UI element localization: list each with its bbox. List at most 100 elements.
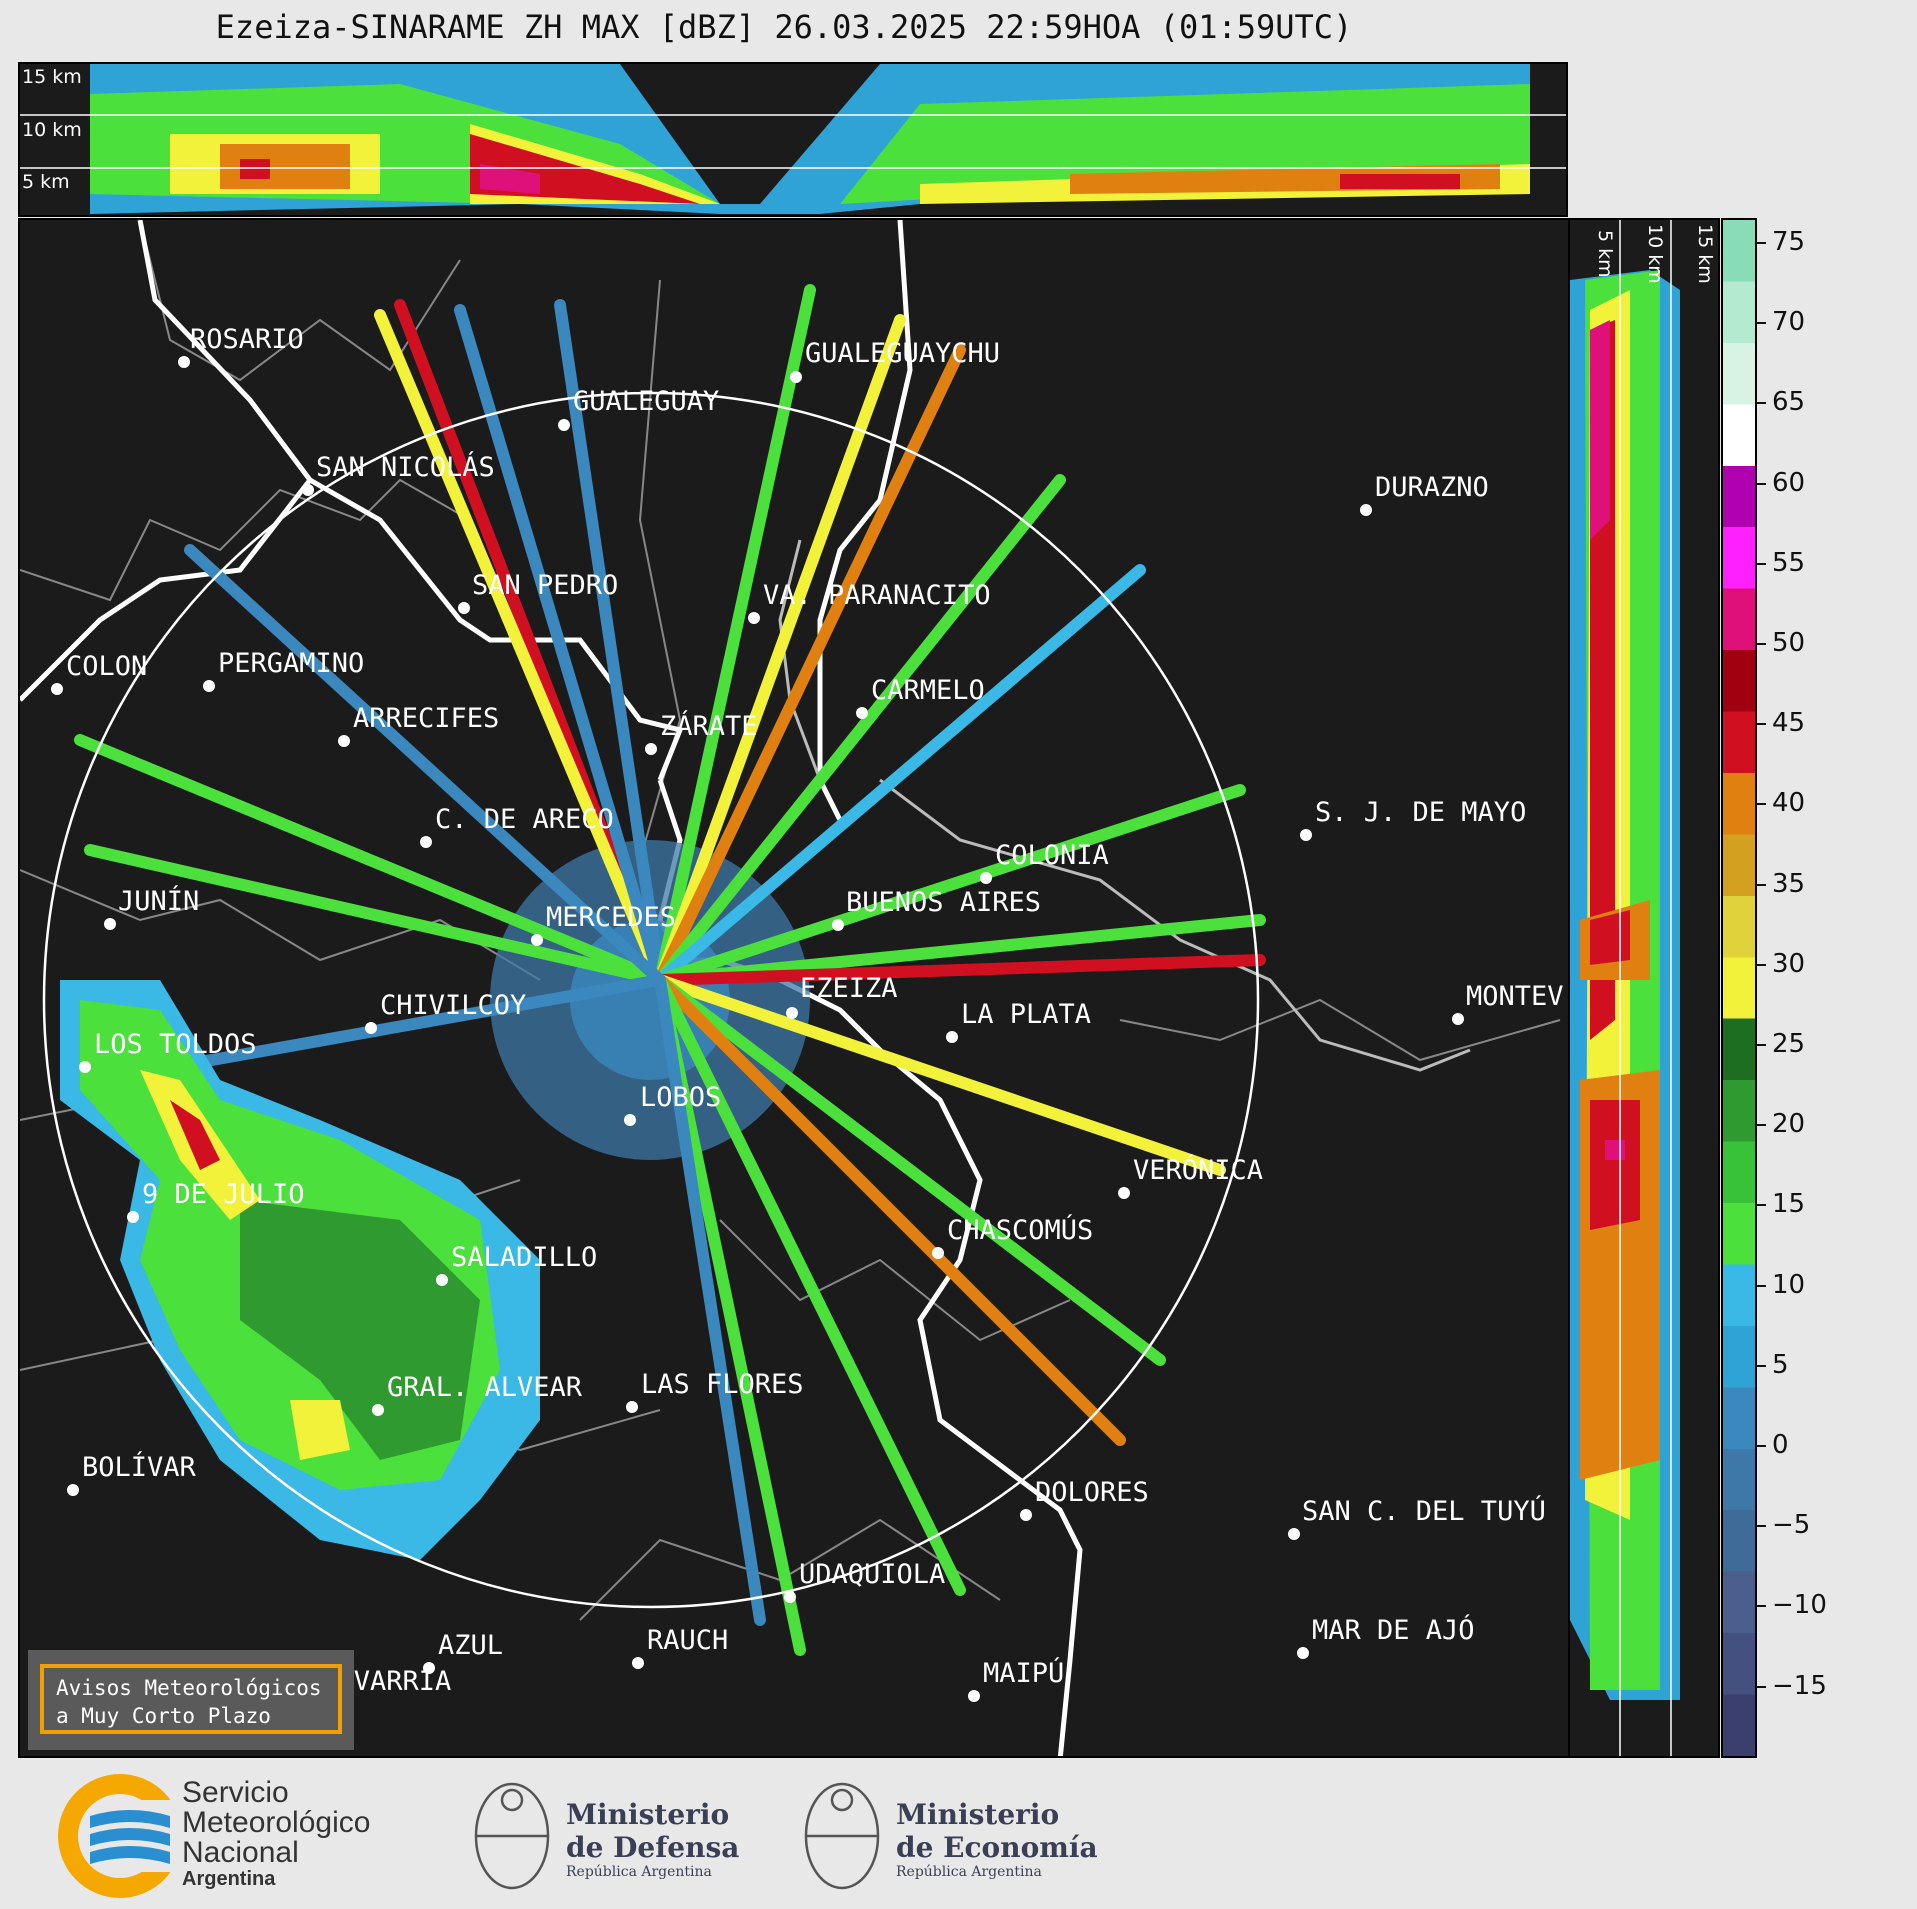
footer-logos: Servicio Meteorológico Nacional Argentin… (0, 1760, 1917, 1909)
city-label-montev: MONTEV (1466, 981, 1564, 1012)
city-label-gualeguaychu: GUALEGUAYCHU (805, 338, 1001, 369)
city-label-san-c-del-tuyu: SAN C. DEL TUYÚ (1302, 1496, 1546, 1527)
colorbar-tick-label: 30 (1755, 949, 1805, 979)
city-label-buenos-aires: BUENOS AIRES (846, 887, 1042, 918)
city-dot (832, 919, 844, 931)
city-dot (178, 356, 190, 368)
height-label-5km-right: 5 km (1594, 230, 1616, 278)
defensa-logo-text: Ministerio de Defensa República Argentin… (566, 1798, 739, 1880)
city-dot (790, 371, 802, 383)
city-label-azul: AZUL (438, 1630, 504, 1661)
city-label-va-paranacito: VA. PARANACITO (763, 580, 991, 611)
economia-shield-icon (804, 1782, 880, 1890)
city-label-gualeguay: GUALEGUAY (573, 386, 720, 417)
smn-line2: Meteorológico (182, 1806, 371, 1839)
city-label-lobos: LOBOS (640, 1082, 722, 1113)
economia-line3: República Argentina (896, 1864, 1042, 1880)
height-label-10km: 10 km (22, 119, 82, 141)
colorbar-tick-label: −5 (1755, 1510, 1810, 1540)
city-label-chivilcoy: CHIVILCOY (380, 990, 527, 1021)
city-dot (645, 743, 657, 755)
city-dot (104, 918, 116, 930)
avisos-button[interactable]: Avisos Meteorológicos a Muy Corto Plazo (28, 1650, 354, 1750)
city-label-mercedes: MERCEDES (546, 902, 677, 933)
city-label-dolores: DOLORES (1035, 1477, 1149, 1508)
height-label-10km-right: 10 km (1644, 224, 1666, 284)
avisos-label-box[interactable]: Avisos Meteorológicos a Muy Corto Plazo (40, 1664, 342, 1734)
city-label-los-toldos: LOS TOLDOS (94, 1029, 257, 1060)
city-label-san-pedro: SAN PEDRO (472, 570, 619, 601)
city-label-s-j-de-mayo: S. J. DE MAYO (1315, 797, 1527, 828)
city-dot (632, 1657, 644, 1669)
city-dot (436, 1274, 448, 1286)
colorbar-tick-label: 35 (1755, 869, 1805, 899)
city-label-rosario: ROSARIO (190, 324, 304, 355)
city-dot (558, 419, 570, 431)
dbz-colorbar (1721, 218, 1757, 1758)
colorbar-tick-label: 55 (1755, 548, 1805, 578)
city-label-pergamino: PERGAMINO (218, 648, 365, 679)
city-label-la-plata: LA PLATA (961, 999, 1092, 1030)
colorbar-tick-label: 45 (1755, 708, 1805, 738)
defensa-line3: República Argentina (566, 1864, 712, 1880)
city-dot (748, 612, 760, 624)
city-label-ezeiza: EZEIZA (800, 973, 898, 1004)
city-label-junin: JUNÍN (118, 886, 200, 917)
city-dot (365, 1022, 377, 1034)
city-label-colon: COLON (66, 651, 148, 682)
city-label-udaquiola: UDAQUIOLA (799, 1559, 946, 1590)
city-label-mar-de-ajo: MAR DE AJÓ (1312, 1615, 1475, 1646)
city-dot (1360, 504, 1372, 516)
city-dot (67, 1484, 79, 1496)
economia-line2: de Economía (896, 1831, 1098, 1864)
city-dot (338, 735, 350, 747)
colorbar-tick-label: 0 (1756, 1430, 1789, 1460)
city-label-c-de-areco: C. DE ARECO (435, 804, 614, 835)
colorbar-tick-label: 70 (1755, 307, 1805, 337)
city-label-maipu: MAIPÚ (983, 1658, 1065, 1689)
city-dot (1020, 1509, 1032, 1521)
radar-reflectivity-image (20, 220, 1561, 1756)
city-dot (302, 484, 314, 496)
defensa-line1: Ministerio (566, 1798, 730, 1831)
height-label-5km: 5 km (22, 171, 70, 193)
colorbar-tick-label: −10 (1756, 1590, 1827, 1620)
economia-line1: Ministerio (896, 1798, 1060, 1831)
page-title: Ezeiza-SINARAME ZH MAX [dBZ] 26.03.2025 … (215, 8, 1353, 46)
city-dot (531, 934, 543, 946)
colorbar-tick-label: 25 (1755, 1029, 1805, 1059)
city-label-san-nicolas: SAN NICOLÁS (316, 452, 495, 483)
city-dot (932, 1247, 944, 1259)
city-dot (626, 1401, 638, 1413)
city-dot (968, 1690, 980, 1702)
city-dot (458, 602, 470, 614)
smn-logo-icon (58, 1774, 190, 1898)
right-cross-section-image (1570, 220, 1680, 1756)
city-dot (784, 1591, 796, 1603)
city-label-arrecifes: ARRECIFES (353, 703, 500, 734)
colorbar-tick-label: 20 (1755, 1109, 1805, 1139)
height-label-15km-right: 15 km (1694, 224, 1716, 284)
city-label-zarate: ZÁRATE (660, 711, 758, 742)
city-dot (372, 1404, 384, 1416)
city-label-bolivar: BOLÍVAR (82, 1452, 196, 1483)
footer-logo-graphics (58, 1774, 880, 1898)
city-dot (203, 680, 215, 692)
city-dot (1118, 1187, 1130, 1199)
city-dot (79, 1061, 91, 1073)
city-label-saladillo: SALADILLO (451, 1242, 598, 1273)
smn-line1: Servicio (182, 1776, 289, 1809)
city-dot (1297, 1647, 1309, 1659)
city-label-las-flores: LAS FLORES (641, 1369, 804, 1400)
colorbar-tick-label: 75 (1755, 227, 1805, 257)
city-dot (624, 1114, 636, 1126)
city-label-durazno: DURAZNO (1375, 472, 1489, 503)
right-cross-section-panel: 5 km 10 km 15 km (1568, 218, 1720, 1758)
city-dot (1300, 829, 1312, 841)
colorbar-tick-label: 40 (1755, 788, 1805, 818)
defensa-shield-icon (474, 1782, 550, 1890)
colorbar-tick-label: 50 (1755, 628, 1805, 658)
city-dot (127, 1211, 139, 1223)
city-label-veronica: VERÓNICA (1133, 1155, 1264, 1186)
city-dot (856, 707, 868, 719)
